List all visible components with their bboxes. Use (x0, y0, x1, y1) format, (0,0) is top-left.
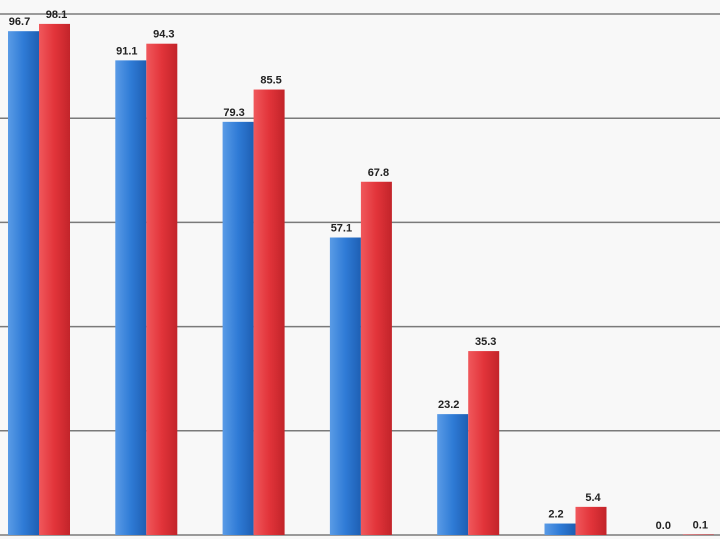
bar (682, 534, 714, 535)
value-label: 23.2 (438, 399, 459, 411)
value-label: 85.5 (260, 75, 281, 87)
value-label: 0.0 (656, 520, 671, 532)
value-label: 79.3 (223, 107, 244, 119)
value-label: 91.1 (116, 45, 137, 57)
value-label: 96.7 (9, 16, 30, 28)
bar (115, 60, 147, 536)
bar (8, 31, 39, 536)
bar (39, 23, 70, 536)
bar (146, 43, 178, 536)
value-label: 67.8 (368, 167, 389, 179)
value-label: 98.1 (46, 9, 67, 21)
bar (253, 89, 285, 536)
value-label: 94.3 (153, 29, 174, 41)
bar (437, 414, 469, 535)
bar (360, 181, 392, 535)
value-label: 35.3 (475, 336, 496, 348)
bar (222, 121, 254, 536)
value-label: 57.1 (331, 223, 352, 235)
bar (468, 351, 500, 535)
bar (544, 523, 576, 535)
value-label: 5.4 (585, 492, 601, 504)
bar (329, 237, 361, 535)
value-label: 2.2 (548, 509, 563, 521)
bar (575, 506, 607, 535)
value-label: 0.1 (693, 519, 708, 531)
